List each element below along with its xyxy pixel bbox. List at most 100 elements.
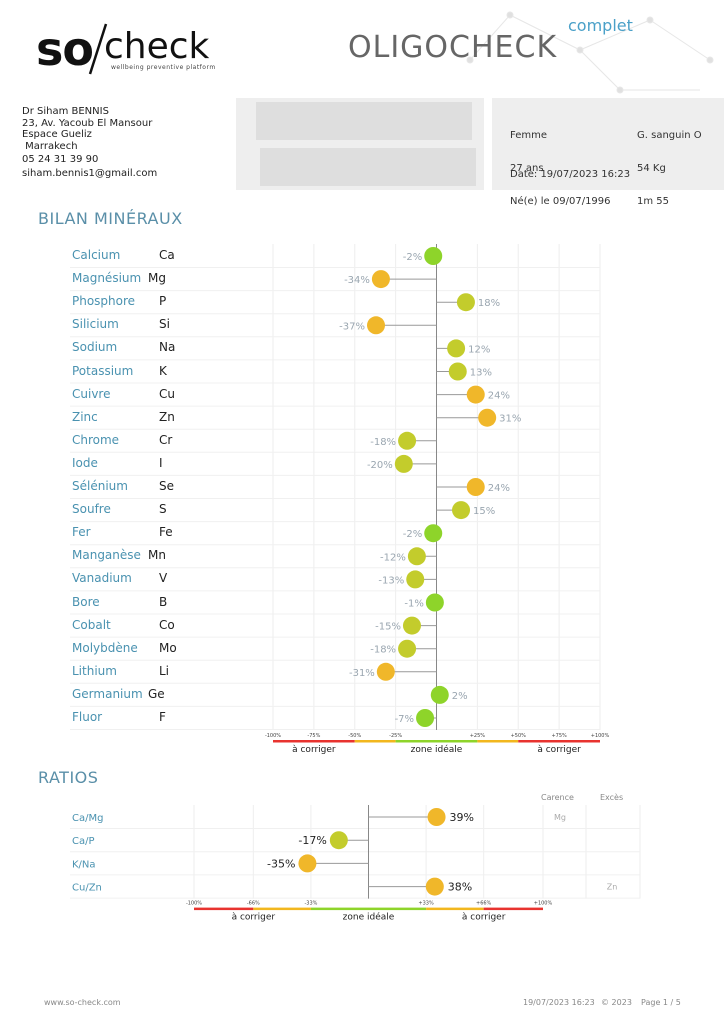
ratio-tick-label: -100%	[186, 901, 202, 907]
mineral-value-label: -1%	[404, 599, 423, 610]
mineral-zone-label: à corriger	[292, 745, 336, 755]
footer-website[interactable]: www.so-check.com	[44, 998, 121, 1007]
molecule-pattern-icon	[466, 11, 714, 94]
ratio-zone-bar-segment	[426, 907, 484, 911]
mineral-point	[402, 616, 421, 635]
mineral-point	[447, 339, 466, 358]
mineral-tick-label: +75%	[551, 733, 567, 739]
mineral-value-label: 31%	[499, 414, 521, 425]
page-title: OLIGOCHECK	[348, 30, 558, 65]
footer-page: Page 1 / 5	[641, 998, 681, 1007]
patient-blood: G. sanguin O	[637, 130, 702, 141]
ratio-exces-mark: Zn	[607, 883, 618, 892]
ratio-zone-bar-segment	[483, 907, 543, 911]
mineral-tick-label: -25%	[389, 733, 402, 739]
mineral-point	[466, 478, 485, 496]
ratio-tick-label: +33%	[418, 901, 434, 907]
footer-copyright: © 2023	[601, 998, 632, 1007]
mineral-value-label: -2%	[403, 252, 422, 263]
mineral-point	[425, 593, 444, 612]
mineral-zone-bar-segment	[477, 740, 519, 743]
ratio-name: Ca/P	[72, 836, 95, 847]
mineral-value-label: -37%	[339, 321, 365, 332]
ratio-zone-label: à corriger	[462, 913, 506, 923]
patient-birth: Né(e) le 09/07/1996	[510, 196, 611, 207]
page-subtitle: complet	[568, 16, 633, 35]
doctor-email: siham.bennis1@gmail.com	[22, 167, 158, 179]
ratio-tick-label: -33%	[304, 901, 317, 907]
redacted-box-2	[260, 148, 476, 186]
patient-age: 27 ans	[510, 163, 544, 174]
mineral-point	[394, 454, 413, 473]
report-date: Date: 19/07/2023 16:23	[510, 169, 631, 180]
mineral-value-label: -18%	[370, 645, 396, 656]
ratio-value-label: -35%	[267, 857, 295, 870]
logo-so: so	[36, 22, 94, 76]
mineral-value-label: 18%	[478, 298, 500, 309]
ratio-zone-label: zone idéale	[343, 912, 395, 923]
mineral-tick-label: +50%	[511, 733, 527, 739]
mineral-point	[424, 524, 443, 543]
mineral-value-label: -31%	[349, 668, 375, 679]
mineral-value-label: -34%	[344, 275, 370, 286]
logo-check: check	[104, 26, 210, 67]
doctor-name: Dr Siham BENNIS	[22, 106, 109, 117]
logo-slash-icon	[88, 23, 108, 75]
mineral-point	[371, 270, 390, 289]
mineral-value-label: -12%	[380, 552, 406, 563]
doctor-address-2: Espace Gueliz	[22, 129, 92, 141]
redacted-box-1	[256, 102, 472, 140]
mineral-zone-label: zone idéale	[411, 744, 463, 755]
mineral-point	[430, 685, 449, 704]
mineral-tick-label: -75%	[307, 733, 320, 739]
ratio-zone-label: à corriger	[232, 913, 276, 923]
patient-height: 1m 55	[637, 196, 670, 207]
doctor-address: 23, Av. Yacoub El Mansour	[22, 117, 153, 129]
mineral-tick-label: +100%	[591, 733, 610, 739]
mineral-zone-bar-segment	[395, 740, 478, 743]
mineral-tick-label: -50%	[348, 733, 361, 739]
mineral-value-label: -7%	[395, 714, 414, 725]
mineral-value-label: 24%	[488, 391, 510, 402]
mineral-value-label: 15%	[473, 506, 495, 517]
header-band-right	[492, 98, 724, 190]
mineral-point	[398, 431, 417, 450]
mineral-point	[407, 547, 426, 566]
mineral-point	[478, 408, 497, 427]
ratio-name: Ca/Mg	[72, 813, 103, 824]
mineral-point	[376, 662, 395, 681]
mineral-tick-label: +25%	[470, 733, 486, 739]
doctor-city: Marrakech	[22, 140, 78, 152]
ratio-point	[329, 831, 348, 850]
ratio-zone-bar-segment	[253, 907, 311, 911]
ratio-zone-bar-segment	[310, 907, 427, 911]
exces-header: Excès	[600, 793, 624, 802]
ratio-point	[425, 877, 444, 896]
minerals-section-title: BILAN MINÉRAUX	[38, 209, 183, 228]
mineral-point	[448, 362, 467, 381]
ratio-tick-label: +66%	[476, 901, 492, 907]
logo-tagline: wellbeing preventive platform	[111, 64, 216, 71]
mineral-value-label: -2%	[403, 529, 422, 540]
mineral-value-label: -18%	[370, 437, 396, 448]
mineral-value-label: -20%	[367, 460, 393, 471]
mineral-zone-label: à corriger	[537, 745, 581, 755]
ratio-name: K/Na	[72, 859, 96, 870]
patient-physical: G. sanguin O 54 Kg 1m 55	[637, 108, 702, 218]
mineral-value-label: 12%	[468, 344, 490, 355]
mineral-point	[452, 501, 471, 520]
mineral-point	[424, 247, 443, 265]
footer-datetime: 19/07/2023 16:23	[523, 998, 595, 1007]
ratio-value-label: 38%	[448, 881, 472, 894]
mineral-value-label: 24%	[488, 483, 510, 494]
ratio-point	[427, 808, 446, 826]
ratio-value-label: -17%	[298, 834, 326, 847]
mineral-zone-bar-segment	[518, 740, 600, 743]
ratio-tick-label: +100%	[534, 901, 553, 907]
mineral-value-label: 2%	[452, 691, 468, 702]
mineral-point	[416, 709, 435, 727]
mineral-value-label: -13%	[378, 575, 404, 586]
mineral-point	[406, 570, 425, 589]
mineral-zone-bar-segment	[273, 740, 355, 743]
